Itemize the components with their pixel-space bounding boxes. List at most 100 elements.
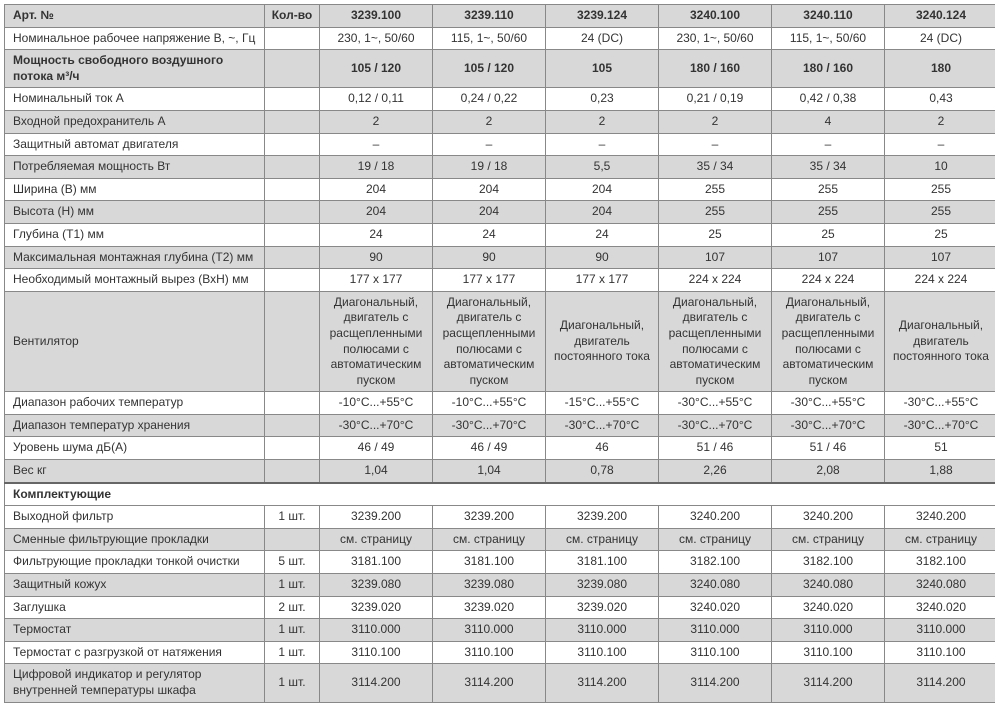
spec-value: 35 / 34 <box>659 156 772 179</box>
spec-value: 5,5 <box>546 156 659 179</box>
accessory-value: 3110.100 <box>659 641 772 664</box>
accessory-value: см. страницу <box>659 528 772 551</box>
spec-value: 105 / 120 <box>320 50 433 88</box>
accessory-label: Заглушка <box>5 596 265 619</box>
spec-value: -15°C...+55°C <box>546 392 659 415</box>
accessory-value: 3114.200 <box>772 664 885 702</box>
spec-value: Диагональ­ный, двига­тель с расще­пленны… <box>320 291 433 392</box>
accessory-value: 3110.000 <box>433 619 546 642</box>
spec-qty <box>265 269 320 292</box>
spec-value: 24 (DC) <box>885 27 995 50</box>
spec-value: -30°C...+70°C <box>659 414 772 437</box>
spec-value: 255 <box>772 201 885 224</box>
accessory-value: 3182.100 <box>885 551 995 574</box>
spec-row: Входной предохранитель А222242 <box>5 110 995 133</box>
accessory-value: см. страницу <box>320 528 433 551</box>
spec-value: 1,04 <box>320 460 433 483</box>
spec-row: Защитный автомат двигателя–––––– <box>5 133 995 156</box>
spec-value: 230, 1~, 50/60 <box>659 27 772 50</box>
spec-label: Диапазон рабочих температур <box>5 392 265 415</box>
spec-value: 0,23 <box>546 88 659 111</box>
spec-value: 24 <box>546 223 659 246</box>
accessory-value: 3239.020 <box>320 596 433 619</box>
spec-qty <box>265 460 320 483</box>
spec-label: Защитный автомат двигателя <box>5 133 265 156</box>
spec-label: Диапазон температур хранения <box>5 414 265 437</box>
spec-qty <box>265 246 320 269</box>
accessory-qty: 1 шт. <box>265 506 320 529</box>
spec-label: Ширина (В) мм <box>5 178 265 201</box>
spec-value: 46 <box>546 437 659 460</box>
accessory-label: Выходной фильтр <box>5 506 265 529</box>
spec-value: 107 <box>659 246 772 269</box>
accessory-value: 3110.100 <box>320 641 433 664</box>
accessory-label: Сменные фильтрующие прокладки <box>5 528 265 551</box>
spec-table: Арт. №Кол-во3239.1003239.1103239.1243240… <box>4 4 995 703</box>
spec-value: 1,88 <box>885 460 995 483</box>
spec-value: 180 / 160 <box>659 50 772 88</box>
spec-row: Глубина (Т1) мм242424252525 <box>5 223 995 246</box>
accessory-value: 3114.200 <box>659 664 772 702</box>
spec-value: -30°C...+55°C <box>659 392 772 415</box>
accessory-value: 3239.200 <box>433 506 546 529</box>
spec-value: 105 / 120 <box>433 50 546 88</box>
accessory-value: 3240.020 <box>659 596 772 619</box>
accessory-row: Заглушка2 шт.3239.0203239.0203239.020324… <box>5 596 995 619</box>
spec-value: -30°C...+70°C <box>433 414 546 437</box>
spec-value: 1,04 <box>433 460 546 483</box>
spec-qty <box>265 414 320 437</box>
spec-value: 204 <box>433 201 546 224</box>
spec-value: 90 <box>546 246 659 269</box>
spec-value: 255 <box>659 178 772 201</box>
accessory-value: 3110.100 <box>433 641 546 664</box>
header-product-4: 3240.110 <box>772 5 885 28</box>
spec-label: Вес кг <box>5 460 265 483</box>
spec-value: 2,08 <box>772 460 885 483</box>
spec-value: 0,43 <box>885 88 995 111</box>
spec-qty <box>265 178 320 201</box>
accessory-row: Термостат1 шт.3110.0003110.0003110.00031… <box>5 619 995 642</box>
spec-qty <box>265 392 320 415</box>
accessory-value: 3110.000 <box>546 619 659 642</box>
spec-value: 24 (DC) <box>546 27 659 50</box>
spec-value: 255 <box>885 178 995 201</box>
spec-label: Мощность свободного воздушного потока м³… <box>5 50 265 88</box>
spec-value: -30°C...+70°C <box>546 414 659 437</box>
spec-row: Диапазон температур хранения -30°C...+70°… <box>5 414 995 437</box>
spec-value: -30°C...+70°C <box>772 414 885 437</box>
spec-qty <box>265 110 320 133</box>
spec-value: 115, 1~, 50/60 <box>433 27 546 50</box>
spec-value: -10°C...+55°C <box>433 392 546 415</box>
spec-label: Вентилятор <box>5 291 265 392</box>
spec-value: 0,78 <box>546 460 659 483</box>
accessory-qty: 1 шт. <box>265 619 320 642</box>
spec-row: Вес кг1,041,040,782,262,081,88 <box>5 460 995 483</box>
accessory-value: 3110.100 <box>772 641 885 664</box>
accessory-value: 3240.200 <box>772 506 885 529</box>
spec-value: 107 <box>885 246 995 269</box>
accessory-row: Термостат с разгрузкой от натяжения1 шт.… <box>5 641 995 664</box>
accessory-value: 3110.100 <box>546 641 659 664</box>
accessory-value: 3110.100 <box>885 641 995 664</box>
accessory-value: 3240.020 <box>772 596 885 619</box>
spec-value: – <box>320 133 433 156</box>
accessory-qty: 2 шт. <box>265 596 320 619</box>
spec-value: Диагональ­ный, двига­тель с расще­пленны… <box>772 291 885 392</box>
spec-value: 230, 1~, 50/60 <box>320 27 433 50</box>
spec-value: 177 x 177 <box>546 269 659 292</box>
header-qty: Кол-во <box>265 5 320 28</box>
spec-value: Диагональ­ный, двига­тель с расще­пленны… <box>433 291 546 392</box>
spec-value: 24 <box>433 223 546 246</box>
accessories-title: Комплектующие <box>5 483 995 506</box>
spec-value: 90 <box>320 246 433 269</box>
spec-label: Максимальная монтажная глубина (Т2) мм <box>5 246 265 269</box>
accessory-value: 3240.020 <box>885 596 995 619</box>
spec-value: 4 <box>772 110 885 133</box>
spec-value: 2 <box>546 110 659 133</box>
accessory-value: см. страницу <box>885 528 995 551</box>
spec-value: 204 <box>433 178 546 201</box>
accessory-qty <box>265 528 320 551</box>
spec-value: -10°C...+55°C <box>320 392 433 415</box>
spec-value: 0,12 / 0,11 <box>320 88 433 111</box>
spec-value: 204 <box>320 201 433 224</box>
